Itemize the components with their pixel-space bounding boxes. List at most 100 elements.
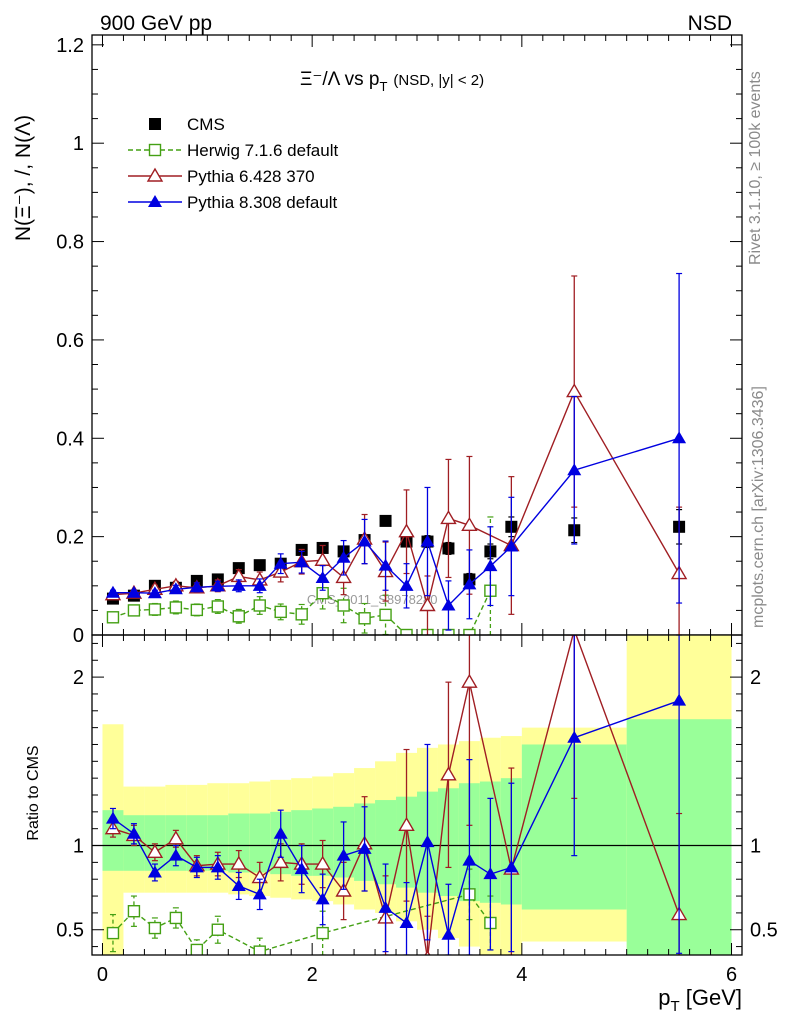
data-point-pythia-6-428-370 bbox=[566, 383, 583, 398]
plot-title-tail: (NSD, |y| < 2) bbox=[393, 72, 484, 89]
data-point-pythia-6-428-370 bbox=[461, 673, 478, 688]
data-point-herwig-7-1-6-default bbox=[253, 599, 266, 612]
data-point-pythia-8-308-default bbox=[315, 892, 330, 905]
data-point-herwig-7-1-6-default bbox=[358, 612, 371, 625]
data-point-herwig-7-1-6-default bbox=[190, 603, 204, 617]
ratio-bands bbox=[102, 635, 732, 955]
data-point-pythia-8-308-default bbox=[420, 835, 435, 848]
data-point-herwig-7-1-6-default bbox=[127, 604, 141, 617]
data-point-pythia-8-308-default bbox=[126, 826, 141, 839]
data-point-pythia-8-308-default bbox=[567, 463, 582, 476]
data-point-pythia-8-308-default bbox=[294, 555, 309, 568]
data-point-herwig-7-1-6-default bbox=[463, 628, 476, 635]
legend-item-pythia-8-308-default: Pythia 8.308 default bbox=[128, 193, 338, 212]
x-ticks: 0 2 4 6 bbox=[97, 35, 737, 986]
ratio-y-tick-label-left: 2 bbox=[73, 667, 84, 689]
legend-item-cms: CMS bbox=[149, 115, 225, 134]
data-point-pythia-6-428-370 bbox=[272, 853, 289, 869]
legend-marker bbox=[149, 118, 161, 130]
green-band-bin bbox=[186, 815, 208, 871]
data-point-pythia-8-308-default bbox=[672, 431, 687, 444]
x-axis-title-sub: T bbox=[670, 998, 679, 1015]
legend-marker bbox=[148, 195, 162, 207]
green-band-bin bbox=[144, 815, 166, 871]
data-point-pythia-6-428-370 bbox=[566, 635, 583, 636]
data-point-herwig-7-1-6-default bbox=[400, 628, 413, 635]
data-point-herwig-7-1-6-default bbox=[379, 608, 392, 622]
data-point-herwig-7-1-6-default bbox=[337, 599, 350, 612]
legend-label: Pythia 6.428 370 bbox=[187, 167, 315, 186]
plot-title-sub: T bbox=[379, 79, 387, 94]
data-point-pythia-8-308-default bbox=[105, 811, 120, 824]
data-point-pythia-6-428-370 bbox=[167, 830, 185, 845]
data-point-pythia-6-428-370 bbox=[419, 597, 436, 612]
legend-item-herwig-7-1-6-default: Herwig 7.1.6 default bbox=[128, 141, 338, 160]
data-point-herwig-7-1-6-default bbox=[274, 605, 287, 619]
data-point-pythia-8-308-default bbox=[315, 570, 330, 583]
legend-label: Herwig 7.1.6 default bbox=[187, 141, 338, 160]
ratio-y-tick-label-right: 0.5 bbox=[750, 920, 778, 942]
data-point-pythia-6-428-370 bbox=[398, 523, 415, 538]
data-point-pythia-6-428-370 bbox=[461, 516, 478, 532]
series-line-pythia-6-428-370 bbox=[112, 389, 680, 609]
rivet-label: Rivet 3.1.10, ≥ 100k events bbox=[747, 71, 764, 265]
data-point-pythia-6-428-370 bbox=[314, 551, 331, 566]
plot-title-main: Ξ⁻/Λ vs p bbox=[300, 69, 379, 90]
ratio-y-tick-label-right: 2 bbox=[750, 667, 761, 689]
data-point-herwig-7-1-6-default bbox=[148, 921, 162, 935]
data-point-pythia-8-308-default bbox=[105, 585, 120, 598]
green-band-bin bbox=[375, 800, 397, 885]
data-point-pythia-8-308-default bbox=[483, 559, 498, 572]
data-point-pythia-8-308-default bbox=[399, 916, 414, 928]
data-point-herwig-7-1-6-default bbox=[190, 943, 204, 955]
series-line-herwig-7-1-6-default bbox=[112, 893, 491, 953]
legend: CMS Herwig 7.1.6 default Pythia 6.428 370 P… bbox=[128, 115, 338, 212]
ratio-ylabel: Ratio to CMS bbox=[25, 745, 42, 840]
data-point-pythia-8-308-default bbox=[420, 534, 435, 547]
x-axis-title-unit: [GeV] bbox=[680, 985, 742, 1010]
data-point-pythia-8-308-default bbox=[336, 848, 351, 861]
main-y-tick-label: 1 bbox=[73, 133, 84, 155]
x-tick-label: 0 bbox=[97, 964, 108, 986]
data-point-pythia-8-308-default bbox=[567, 730, 582, 743]
legend-marker bbox=[146, 167, 164, 182]
data-point-pythia-8-308-default bbox=[357, 841, 372, 854]
data-point-pythia-8-308-default bbox=[147, 586, 162, 599]
main-y-tick-label: 0.2 bbox=[56, 527, 84, 549]
data-point-pythia-8-308-default bbox=[336, 550, 351, 563]
data-point-pythia-8-308-default bbox=[273, 826, 288, 839]
ratio-panel: 0 2 4 6 0.5 0.5 1 1 2 2 bbox=[56, 35, 778, 986]
series-pythia-8-308-default bbox=[105, 272, 687, 631]
data-point-pythia-6-428-370 bbox=[398, 816, 415, 832]
ratio-y-ticks: 0.5 0.5 1 1 2 2 bbox=[56, 642, 778, 948]
data-point-herwig-7-1-6-default bbox=[211, 923, 225, 936]
main-y-tick-label: 1.2 bbox=[56, 35, 84, 57]
data-point-herwig-7-1-6-default bbox=[106, 926, 120, 940]
data-point-pythia-8-308-default bbox=[672, 693, 687, 706]
data-point-pythia-8-308-default bbox=[147, 865, 162, 878]
ratio-y-tick-label-left: 1 bbox=[73, 836, 84, 858]
data-point-pythia-6-428-370 bbox=[424, 949, 431, 955]
data-point-pythia-8-308-default bbox=[441, 927, 456, 940]
header-left: 900 GeV pp bbox=[100, 12, 212, 35]
data-point-cms bbox=[253, 559, 266, 572]
data-point-herwig-7-1-6-default bbox=[148, 603, 162, 616]
data-point-pythia-8-308-default bbox=[483, 867, 498, 880]
green-band-bin bbox=[102, 810, 124, 871]
data-point-pythia-6-428-370 bbox=[335, 569, 352, 584]
header-right: NSD bbox=[688, 12, 732, 35]
x-tick-label: 2 bbox=[307, 964, 318, 986]
x-axis-title: pT [GeV] bbox=[658, 985, 742, 1015]
legend-item-pythia-6-428-370: Pythia 6.428 370 bbox=[128, 167, 315, 186]
data-point-pythia-8-308-default bbox=[504, 860, 519, 873]
green-band-bin bbox=[228, 813, 250, 873]
data-point-pythia-8-308-default bbox=[189, 860, 204, 873]
x-tick-label: 6 bbox=[726, 964, 737, 986]
series-line-pythia-8-308-default bbox=[112, 437, 680, 607]
series-herwig-7-1-6-default bbox=[106, 516, 497, 635]
legend-label: Pythia 8.308 default bbox=[187, 193, 338, 212]
ratio-y-tick-label-left: 0.5 bbox=[56, 920, 84, 942]
data-point-herwig-7-1-6-default bbox=[316, 926, 329, 940]
data-point-herwig-7-1-6-default bbox=[169, 911, 183, 925]
